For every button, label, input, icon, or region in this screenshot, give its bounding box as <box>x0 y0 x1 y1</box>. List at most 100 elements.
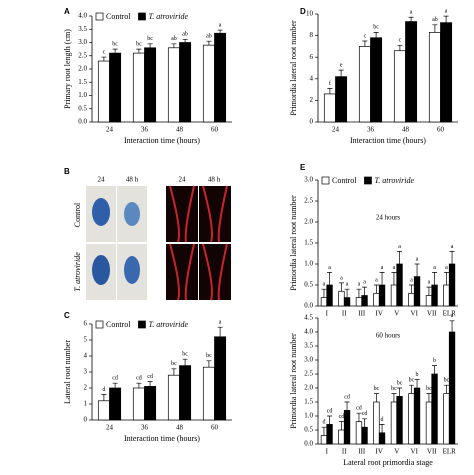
bar <box>425 401 433 445</box>
significance-letter: bc <box>373 25 379 31</box>
bar <box>167 374 180 421</box>
y-axis-label: Lateral root number <box>63 340 72 404</box>
error-bar <box>344 288 350 298</box>
y-tick-label: 1.0 <box>304 412 313 420</box>
x-axis-label: Interaction time (hours) <box>124 434 200 443</box>
error-bar <box>217 29 223 34</box>
bar <box>109 52 122 123</box>
y-tick-label: 3.0 <box>78 38 87 46</box>
bar <box>132 387 145 421</box>
bar <box>338 429 345 445</box>
column-label: 24 <box>98 176 106 184</box>
bar <box>132 52 145 123</box>
x-tick-label: 60 <box>437 126 445 134</box>
significance-letter: a <box>328 265 331 271</box>
y-tick-label: 1.0 <box>78 91 87 99</box>
y-tick-label: 2.0 <box>304 218 313 226</box>
significance-letter: cd <box>112 376 118 382</box>
significance-letter: d <box>381 417 384 423</box>
error-bar <box>356 412 362 422</box>
bar <box>361 295 368 307</box>
column-label: 48 h <box>126 176 139 184</box>
x-tick-label: 24 <box>332 126 340 134</box>
error-bar <box>182 358 188 366</box>
x-axis-label: Interaction time (hours) <box>124 136 200 145</box>
error-bar <box>112 48 118 54</box>
error-bar <box>426 393 432 402</box>
error-bar <box>206 360 212 368</box>
bar <box>358 46 371 123</box>
error-bar <box>432 365 438 374</box>
y-tick-label: 3.0 <box>304 356 313 364</box>
significance-letter: a <box>428 279 431 285</box>
significance-letter: cd <box>362 411 368 417</box>
root-outline <box>169 185 228 301</box>
significance-letter: a <box>323 282 326 288</box>
x-tick-label: I <box>326 448 329 456</box>
significance-letter: a <box>393 265 396 271</box>
significance-letter: bc <box>147 36 153 42</box>
y-tick-label: 1.5 <box>304 398 313 406</box>
y-tick-label: 6 <box>84 320 88 328</box>
error-bar <box>338 282 344 292</box>
error-bar <box>147 43 153 48</box>
y-tick-label: 6 <box>310 53 314 61</box>
stain <box>124 202 140 226</box>
x-tick-label: II <box>342 310 347 318</box>
stain <box>92 198 110 226</box>
y-tick-label: 4.0 <box>304 328 313 336</box>
bar <box>405 21 418 123</box>
bar <box>179 42 192 123</box>
significance-letter: bc <box>112 42 118 48</box>
significance-letter: a <box>398 244 401 250</box>
error-bar <box>327 415 333 425</box>
error-bar <box>362 418 368 428</box>
error-bar <box>449 320 455 332</box>
bar <box>109 387 122 421</box>
significance-letter: f <box>329 80 331 87</box>
y-tick-label: 1 <box>84 400 88 408</box>
y-axis-label: Primordia lateral root number <box>289 20 298 116</box>
x-tick-label: ELR <box>443 448 457 456</box>
significance-letter: a <box>381 265 384 271</box>
significance-letter: c <box>364 33 367 39</box>
significance-letter: a <box>363 279 366 285</box>
bar <box>390 284 398 307</box>
significance-letter: a <box>219 22 222 28</box>
y-tick-label: 2.5 <box>304 370 313 378</box>
y-tick-label: 3.0 <box>304 176 313 184</box>
error-bar <box>432 24 438 33</box>
bar <box>323 93 336 123</box>
error-bar <box>397 387 403 397</box>
legend-swatch <box>138 12 146 21</box>
significance-letter: bc <box>171 361 177 367</box>
y-tick-label: 2.5 <box>78 51 87 59</box>
y-tick-label: 2 <box>84 384 88 392</box>
row-label: Control <box>73 202 82 227</box>
bar <box>431 373 438 445</box>
significance-letter: a <box>445 9 448 15</box>
x-tick-label: I <box>326 310 329 318</box>
subtitle: 24 hours <box>376 214 401 222</box>
significance-letter: ab <box>206 34 212 40</box>
significance-letter: b <box>433 358 436 364</box>
error-bar <box>379 272 385 285</box>
y-tick-label: 0 <box>310 118 314 126</box>
significance-letter: a <box>340 275 343 281</box>
bar <box>338 290 345 307</box>
photo <box>166 186 198 242</box>
error-bar <box>432 272 438 285</box>
significance-letter: a <box>346 282 349 288</box>
x-tick-label: III <box>358 448 366 456</box>
panel-label: B <box>64 167 70 176</box>
y-tick-label: 0.0 <box>78 118 87 126</box>
x-tick-label: V <box>394 310 399 318</box>
bar <box>326 424 333 445</box>
bar <box>413 387 421 445</box>
significance-letter: bc <box>426 386 432 392</box>
error-bar <box>338 69 344 77</box>
y-tick-label: 4.5 <box>304 314 313 322</box>
x-tick-label: III <box>358 310 366 318</box>
y-axis-label: Primordia lateral root number <box>289 333 298 429</box>
stain <box>124 256 140 284</box>
